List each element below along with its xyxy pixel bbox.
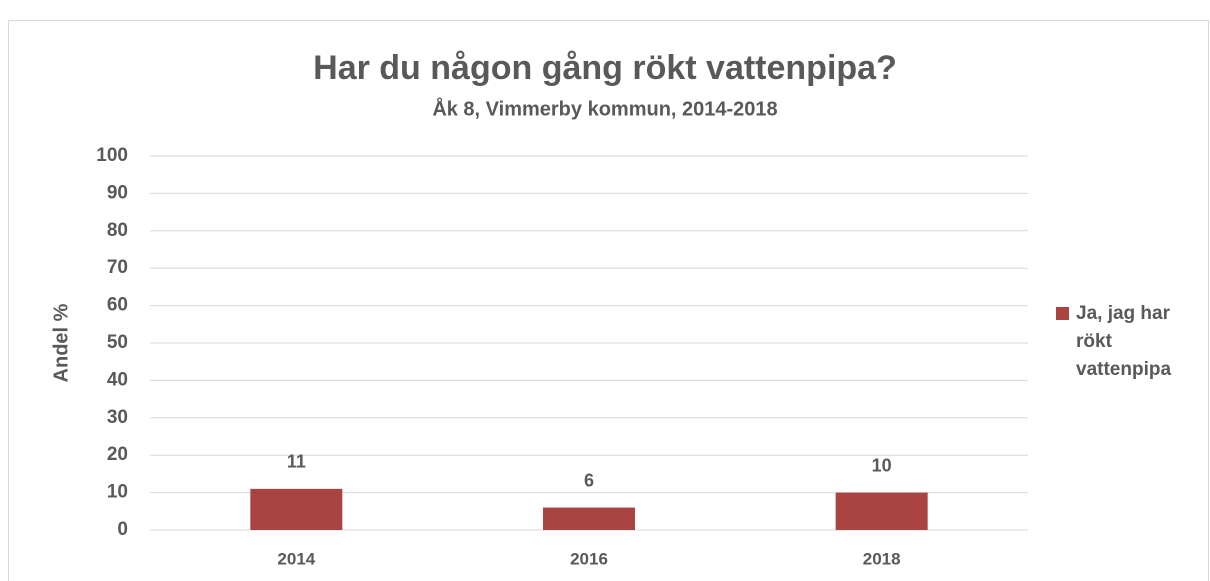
data-label: 11: [287, 452, 306, 472]
y-axis-label: Andel %: [50, 303, 72, 382]
y-tick-label: 0: [117, 519, 128, 540]
y-tick-label: 70: [107, 257, 128, 278]
y-tick-label: 50: [107, 332, 128, 353]
y-tick-label: 80: [107, 220, 128, 241]
y-tick-label: 10: [107, 482, 128, 503]
x-tick-label: 2016: [570, 549, 608, 568]
legend-swatch: [1056, 307, 1069, 320]
bar: [835, 492, 928, 530]
data-label: 6: [584, 470, 594, 490]
chart-title: Har du någon gång rökt vattenpipa?: [313, 49, 897, 87]
y-tick-label: 100: [96, 145, 128, 166]
data-label: 10: [872, 455, 892, 475]
y-tick-label: 30: [107, 407, 128, 428]
y-tick-label: 40: [107, 369, 128, 390]
y-tick-label: 60: [107, 295, 128, 316]
x-tick-label: 2018: [863, 549, 901, 568]
chart-subtitle: Åk 8, Vimmerby kommun, 2014-2018: [432, 96, 777, 120]
legend: Ja, jag har rökt vattenpipa: [1056, 300, 1200, 384]
x-tick-label: 2014: [277, 549, 315, 568]
y-tick-label: 20: [107, 444, 128, 465]
bar: [543, 507, 635, 530]
bar: [250, 488, 343, 530]
chart-border: [8, 20, 1209, 581]
y-tick-label: 90: [107, 182, 128, 203]
legend-label: Ja, jag har rökt vattenpipa: [1076, 303, 1172, 380]
